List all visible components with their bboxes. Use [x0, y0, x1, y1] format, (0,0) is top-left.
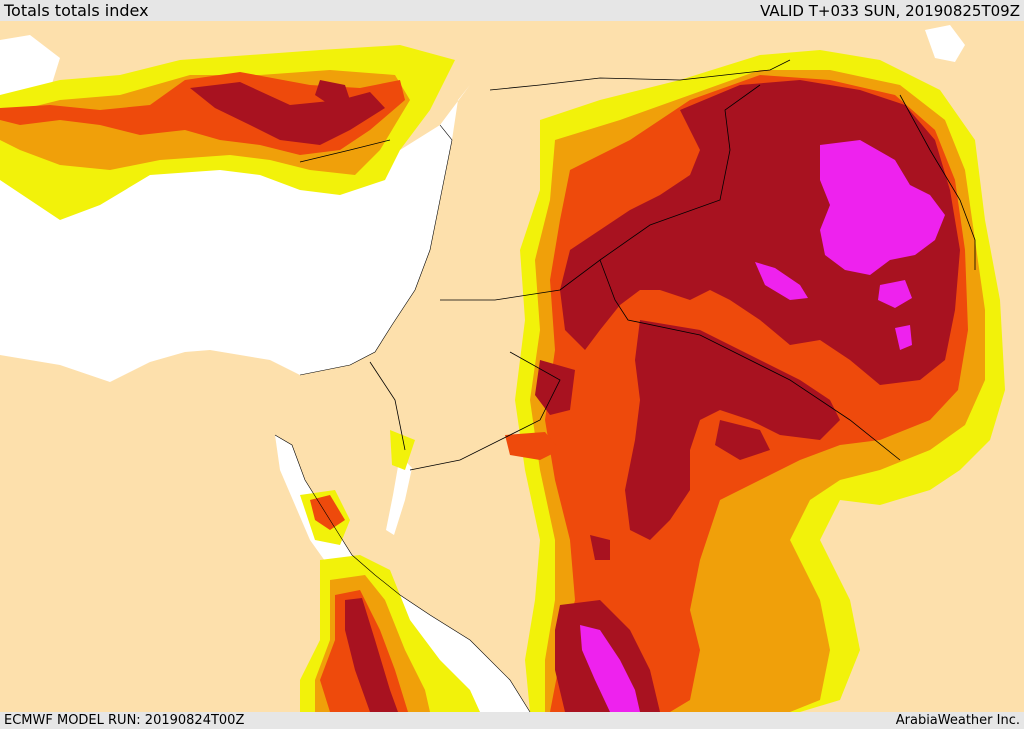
country-borders	[299, 59, 976, 471]
map-canvas	[0, 21, 1024, 712]
credit: ArabiaWeather Inc.	[895, 713, 1020, 728]
model-run: ECMWF MODEL RUN: 20190824T00Z	[4, 713, 245, 728]
valid-time: VALID T+033 SUN, 20190825T09Z	[760, 1, 1020, 20]
coastlines	[274, 124, 531, 712]
index-level-5	[580, 140, 945, 712]
header-bar: Totals totals index VALID T+033 SUN, 201…	[0, 0, 1024, 21]
caspian-sea	[925, 25, 965, 62]
gulf-of-aqaba	[386, 455, 412, 535]
mediterranean-sea	[0, 35, 470, 382]
map-title: Totals totals index	[4, 1, 149, 20]
red-sea	[275, 435, 530, 712]
footer-bar: ECMWF MODEL RUN: 20190824T00Z ArabiaWeat…	[0, 712, 1024, 729]
forecast-map	[0, 21, 1024, 712]
